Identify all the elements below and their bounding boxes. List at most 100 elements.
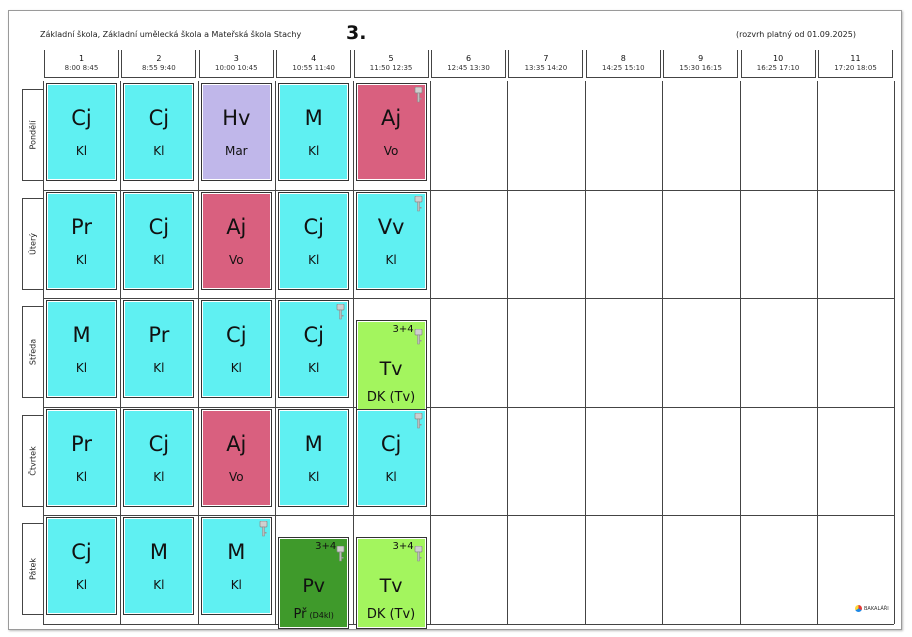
lesson-cell[interactable]: M Kl	[278, 408, 350, 507]
lesson-subject: Aj	[226, 214, 247, 239]
lesson-teacher: Kl	[308, 144, 320, 158]
lesson-subject: Cj	[71, 106, 92, 130]
period-number: 4	[311, 54, 317, 63]
logo-text: BAKALÁŘI	[864, 606, 889, 612]
lesson-cell[interactable]: Hv Mar	[200, 83, 272, 181]
lesson-room: (D4kl)	[309, 611, 334, 621]
lesson-teacher: Kl	[230, 361, 242, 376]
lesson-teacher-room: DK (Tv)	[357, 607, 426, 622]
key-icon	[414, 86, 423, 103]
grid-column-line	[662, 81, 663, 624]
lesson-cell[interactable]: Cj Kl	[46, 517, 117, 616]
lesson-teacher: Kl	[153, 469, 165, 484]
day-label-3: Čtvrtek	[22, 414, 43, 507]
period-header: 11 17:20 18:05	[818, 50, 893, 78]
lesson-cell[interactable]: Aj Vo	[200, 191, 272, 290]
lesson-subject: M	[149, 540, 168, 565]
lesson-subject: Cj	[303, 323, 324, 348]
lesson-cell[interactable]: Pr Kl	[46, 191, 117, 290]
grid-column-line	[120, 81, 121, 624]
class-name: 3.	[346, 22, 367, 44]
period-number: 3	[233, 54, 239, 63]
lesson-teacher-room: Kl	[47, 361, 116, 375]
lesson-teacher: Vo	[228, 469, 244, 484]
lesson-teacher: Kl	[230, 578, 242, 593]
day-label-2: Středa	[22, 306, 43, 399]
lesson-teacher: Kl	[308, 469, 320, 484]
period-time: 10:00 10:45	[215, 64, 258, 72]
lesson-teacher: Kl	[75, 361, 88, 376]
lesson-cell[interactable]: Cj Kl	[46, 83, 117, 181]
lesson-teacher-room: Kl	[124, 578, 193, 592]
period-time: 14:25 15:10	[602, 64, 645, 72]
validity-note: (rozvrh platný od 01.09.2025)	[736, 30, 856, 39]
lesson-cell[interactable]: Aj Vo	[200, 408, 272, 507]
lesson-cell[interactable]: Pr Kl	[46, 408, 117, 507]
period-number: 2	[156, 54, 162, 63]
lesson-cell[interactable]: Cj Kl	[355, 408, 427, 507]
day-label-4: Pátek	[22, 523, 43, 616]
lesson-teacher-room: Kl	[279, 253, 348, 267]
lesson-subject: Pr	[71, 431, 92, 456]
period-number: 10	[773, 54, 784, 63]
lesson-cell[interactable]: Cj Kl	[123, 408, 195, 507]
period-time: 13:35 14:20	[524, 64, 568, 72]
period-header: 5 11:50 12:35	[353, 50, 429, 78]
lesson-teacher-room: Kl	[279, 361, 348, 375]
lesson-cell[interactable]: Pr Kl	[123, 300, 195, 399]
lesson-subject: Tv	[379, 358, 403, 381]
day-label-text: Čtvrtek	[28, 446, 38, 476]
period-header: 2 8:55 9:40	[121, 50, 197, 78]
lesson-subject: Pv	[302, 575, 326, 598]
lesson-cell[interactable]: M Kl	[123, 517, 195, 616]
grid-column-line	[507, 81, 508, 624]
lesson-subject: Cj	[303, 214, 324, 239]
period-header: 3 10:00 10:45	[198, 50, 274, 78]
lesson-cell[interactable]: Vv Kl	[355, 191, 427, 290]
lesson-cell[interactable]: Aj Vo	[355, 83, 427, 181]
lesson-cell[interactable]: Cj Kl	[123, 83, 195, 181]
lesson-cell[interactable]: M Kl	[200, 517, 272, 616]
lesson-subject: M	[304, 106, 323, 130]
day-label-text: Pátek	[28, 558, 38, 581]
lesson-teacher-room: Kl	[357, 253, 426, 267]
lesson-teacher-room: Kl	[47, 470, 116, 484]
grid-column-line	[353, 81, 354, 624]
lesson-cell[interactable]: M Kl	[46, 300, 117, 399]
lesson-cell[interactable]: 3+4 Tv DK (Tv)	[355, 320, 427, 413]
lesson-cell[interactable]: Cj Kl	[200, 300, 272, 399]
grid-row-line	[43, 190, 894, 191]
logo-icon	[855, 605, 862, 612]
lesson-cell[interactable]: M Kl	[278, 83, 350, 181]
grid-column-line	[43, 81, 44, 624]
period-time: 15:30 16:15	[679, 64, 722, 72]
lesson-teacher-room: Kl	[124, 361, 193, 375]
lesson-teacher: Vo	[228, 252, 244, 267]
lesson-teacher-room: Kl	[47, 253, 116, 267]
lesson-cell[interactable]: 3+4 Tv DK (Tv)	[355, 537, 427, 630]
period-number: 8	[620, 54, 626, 63]
key-icon	[259, 521, 268, 537]
lesson-subject: Pr	[71, 214, 92, 239]
day-label-text: Úterý	[28, 232, 38, 255]
lesson-teacher: Kl	[75, 578, 88, 593]
lesson-cell[interactable]: Cj Kl	[123, 191, 195, 290]
lesson-subject: Aj	[380, 106, 402, 130]
period-time: 16:25 17:10	[756, 64, 800, 72]
school-name: Základní škola, Základní umělecká škola …	[40, 30, 302, 39]
lesson-teacher: Kl	[153, 361, 165, 376]
lesson-cell[interactable]: Cj Kl	[278, 300, 350, 399]
grid-column-line	[275, 81, 276, 624]
lesson-teacher: Kl	[75, 144, 88, 158]
lesson-teacher: Př	[293, 607, 307, 623]
lesson-subject: M	[227, 540, 246, 565]
lesson-cell[interactable]: Cj Kl	[278, 191, 350, 290]
key-icon	[414, 328, 423, 345]
lesson-teacher-room: Kl	[202, 578, 271, 592]
period-number: 6	[465, 54, 472, 63]
lesson-group: 3+4	[392, 324, 414, 336]
lesson-teacher-room: Vo	[357, 144, 426, 158]
lesson-cell[interactable]: 3+4 Pv Př (D4kl)	[278, 537, 350, 630]
lesson-teacher-room: Kl	[279, 470, 348, 484]
lesson-teacher: Kl	[308, 252, 320, 267]
